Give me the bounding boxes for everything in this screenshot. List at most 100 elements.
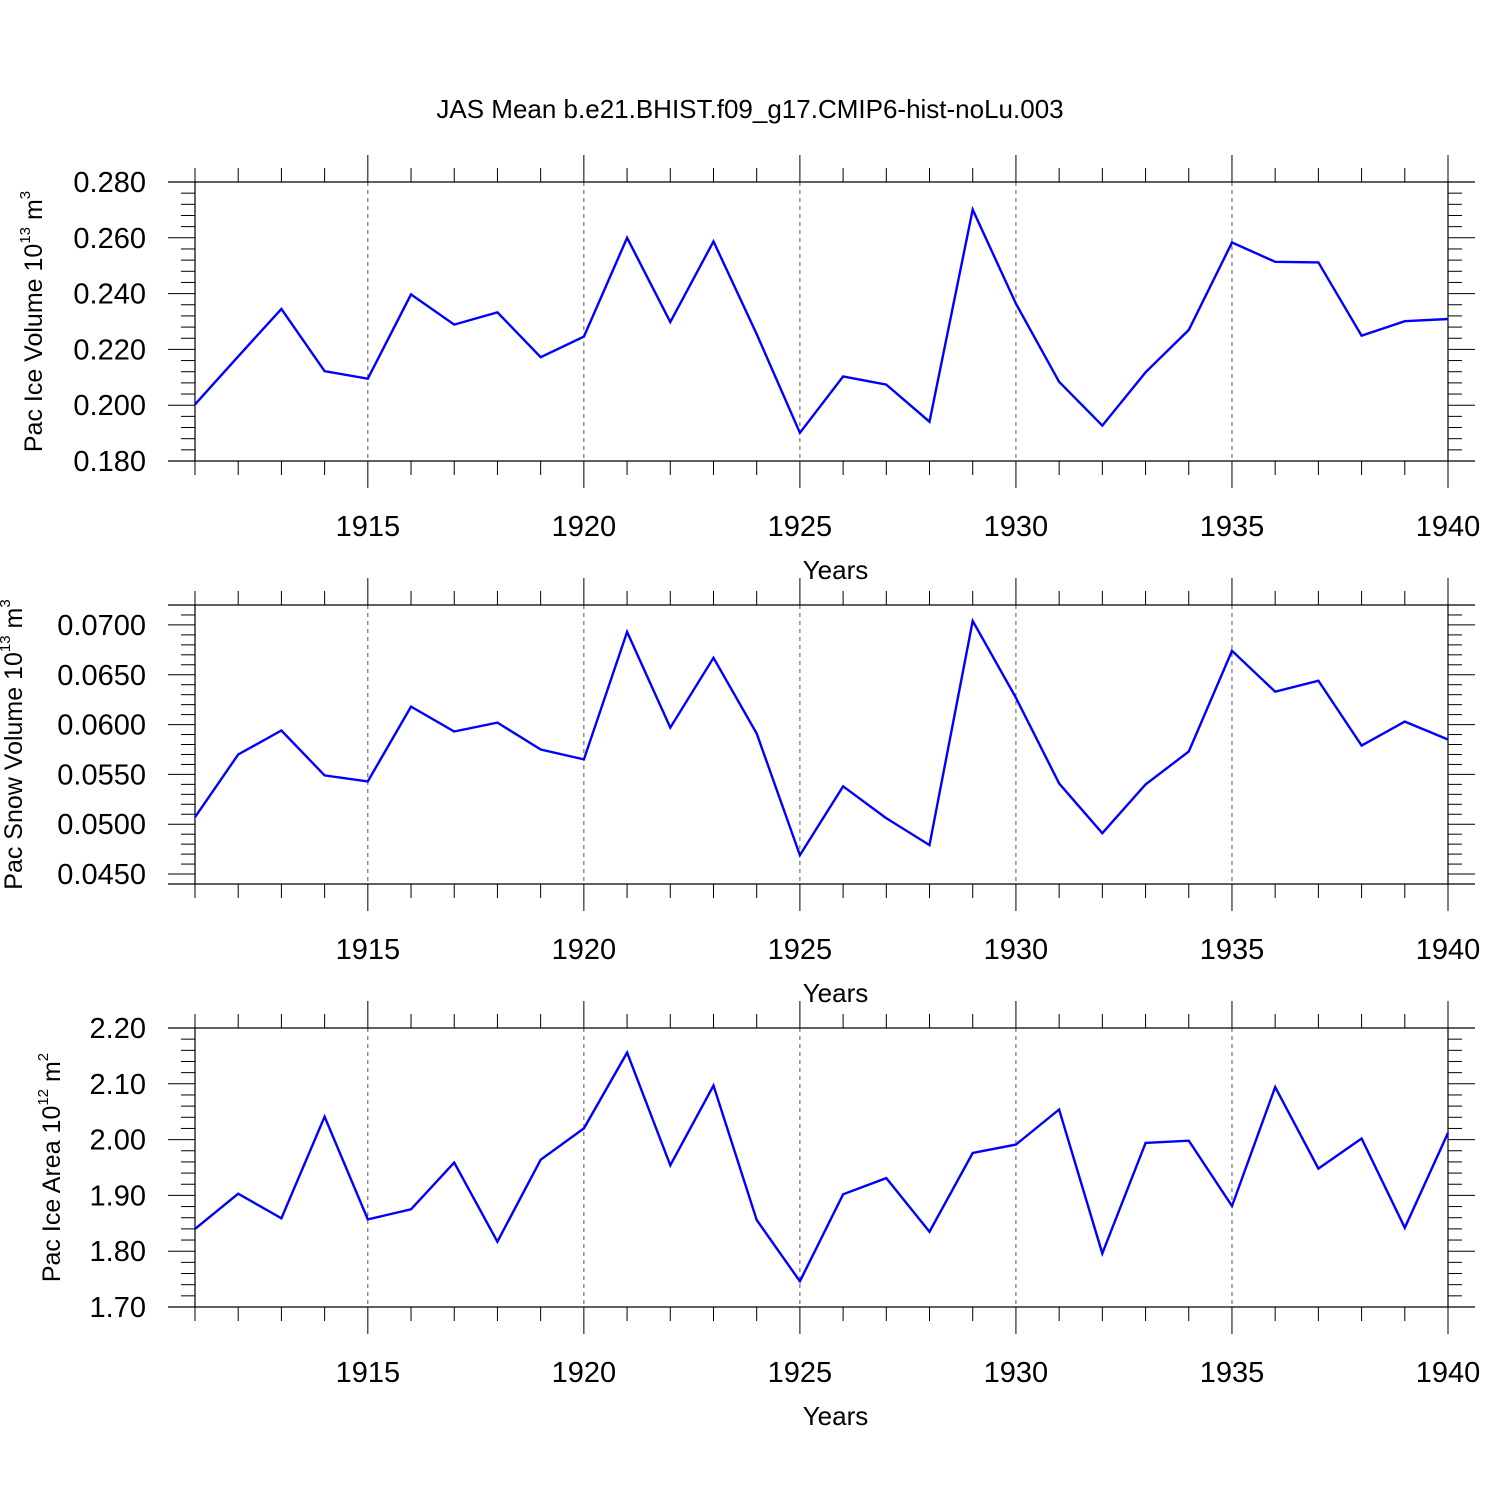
data-point xyxy=(625,236,629,240)
x-tick-label: 1940 xyxy=(1416,934,1481,966)
y-tick-label: 0.0650 xyxy=(57,660,146,692)
data-point xyxy=(1230,241,1234,245)
y-axis-label-text: Pac Ice Volume 10 xyxy=(20,244,48,452)
data-point xyxy=(279,729,283,733)
y-tick-label: 0.200 xyxy=(73,390,146,422)
data-point xyxy=(539,355,543,359)
y-axis-label-exponent: 13 xyxy=(0,635,14,652)
data-point xyxy=(323,1115,327,1119)
chart-panel-3: 1.70 1.80 1.90 2.00 2.10 2.20 1915 1920 1925 1930… xyxy=(35,1001,1480,1431)
x-tick-label: 1925 xyxy=(768,934,833,966)
data-point xyxy=(841,784,845,788)
y-axis-label-exponent: 12 xyxy=(35,1089,52,1106)
y-tick-label: 1.80 xyxy=(90,1236,146,1268)
data-point xyxy=(582,1126,586,1130)
data-point xyxy=(971,1151,975,1155)
data-point xyxy=(1360,743,1364,747)
x-tick-label: 1915 xyxy=(336,511,401,543)
data-point xyxy=(1057,380,1061,384)
data-point xyxy=(1273,1085,1277,1089)
x-tick-label: 1930 xyxy=(984,511,1049,543)
y-axis-label-unit-exponent: 3 xyxy=(0,599,14,607)
x-tick-label: 1940 xyxy=(1416,1357,1481,1389)
data-point xyxy=(452,323,456,327)
data-point xyxy=(798,853,802,857)
data-point xyxy=(1403,720,1407,724)
data-point xyxy=(366,377,370,381)
data-point xyxy=(582,335,586,339)
data-point xyxy=(409,705,413,709)
x-tick-label: 1925 xyxy=(768,1357,833,1389)
y-tick-label: 1.90 xyxy=(90,1180,146,1212)
data-point xyxy=(1316,679,1320,683)
data-point xyxy=(279,1216,283,1220)
chart-panel-2: 0.0450 0.0500 0.0550 0.0600 0.0650 0.0700 1915… xyxy=(0,578,1480,1008)
y-tick-label: 0.220 xyxy=(73,334,146,366)
y-tick-label: 0.0500 xyxy=(57,809,146,841)
x-tick-label: 1915 xyxy=(336,1357,401,1389)
x-axis-label: Years xyxy=(803,978,869,1008)
y-axis-label-unit: m xyxy=(38,1061,66,1089)
x-tick-label: 1935 xyxy=(1200,511,1265,543)
data-point xyxy=(711,1083,715,1087)
data-point xyxy=(755,1218,759,1222)
data-point xyxy=(798,1279,802,1283)
x-tick-label: 1935 xyxy=(1200,934,1265,966)
y-tick-label: 2.10 xyxy=(90,1069,146,1101)
data-point xyxy=(625,1051,629,1055)
x-tick-label: 1920 xyxy=(552,511,617,543)
x-tick-label: 1930 xyxy=(984,934,1049,966)
y-axis-label-unit-exponent: 2 xyxy=(35,1053,52,1061)
data-point xyxy=(884,1176,888,1180)
data-point xyxy=(711,656,715,660)
data-point xyxy=(1446,1131,1450,1135)
data-point xyxy=(971,208,975,212)
data-point xyxy=(236,354,240,358)
data-point xyxy=(841,1192,845,1196)
data-point xyxy=(841,374,845,378)
data-point xyxy=(928,843,932,847)
data-point xyxy=(539,747,543,751)
data-point xyxy=(1360,334,1364,338)
data-series-line xyxy=(194,205,1449,436)
y-tick-label: 0.0450 xyxy=(57,859,146,891)
data-point xyxy=(1187,328,1191,332)
y-axis-label-text: Pac Ice Area 10 xyxy=(38,1106,66,1283)
data-point xyxy=(1014,696,1018,700)
data-point xyxy=(366,779,370,783)
data-point xyxy=(1057,781,1061,785)
data-point xyxy=(409,1207,413,1211)
data-point xyxy=(1230,1204,1234,1208)
y-tick-label: 1.70 xyxy=(90,1292,146,1324)
data-point xyxy=(193,815,197,819)
data-point xyxy=(971,619,975,623)
y-tick-label: 0.260 xyxy=(73,223,146,255)
chart-panel-1: 0.180 0.200 0.220 0.240 0.260 0.280 1915 1920 19… xyxy=(17,155,1480,585)
data-point xyxy=(1446,317,1450,321)
data-point xyxy=(755,732,759,736)
y-tick-label: 0.180 xyxy=(73,446,146,478)
data-point xyxy=(884,816,888,820)
data-point xyxy=(1230,649,1234,653)
data-point xyxy=(1057,1107,1061,1111)
x-axis-label: Years xyxy=(803,555,869,585)
data-point xyxy=(1316,1167,1320,1171)
data-point xyxy=(582,757,586,761)
y-axis-label: Pac Snow Volume 1013 m3 xyxy=(0,599,28,889)
data-point xyxy=(495,310,499,314)
data-point xyxy=(668,1163,672,1167)
data-point xyxy=(755,332,759,336)
y-tick-label: 0.0700 xyxy=(57,610,146,642)
x-tick-label: 1925 xyxy=(768,511,833,543)
chart-title: JAS Mean b.e21.BHIST.f09_g17.CMIP6-hist-… xyxy=(436,94,1063,124)
data-point xyxy=(366,1217,370,1221)
y-tick-label: 0.280 xyxy=(73,167,146,199)
data-point xyxy=(279,307,283,311)
data-point xyxy=(1014,302,1018,306)
x-tick-label: 1920 xyxy=(552,1357,617,1389)
y-tick-label: 2.00 xyxy=(90,1125,146,1157)
data-series-line xyxy=(194,617,1449,858)
data-point xyxy=(884,383,888,387)
data-point xyxy=(625,630,629,634)
